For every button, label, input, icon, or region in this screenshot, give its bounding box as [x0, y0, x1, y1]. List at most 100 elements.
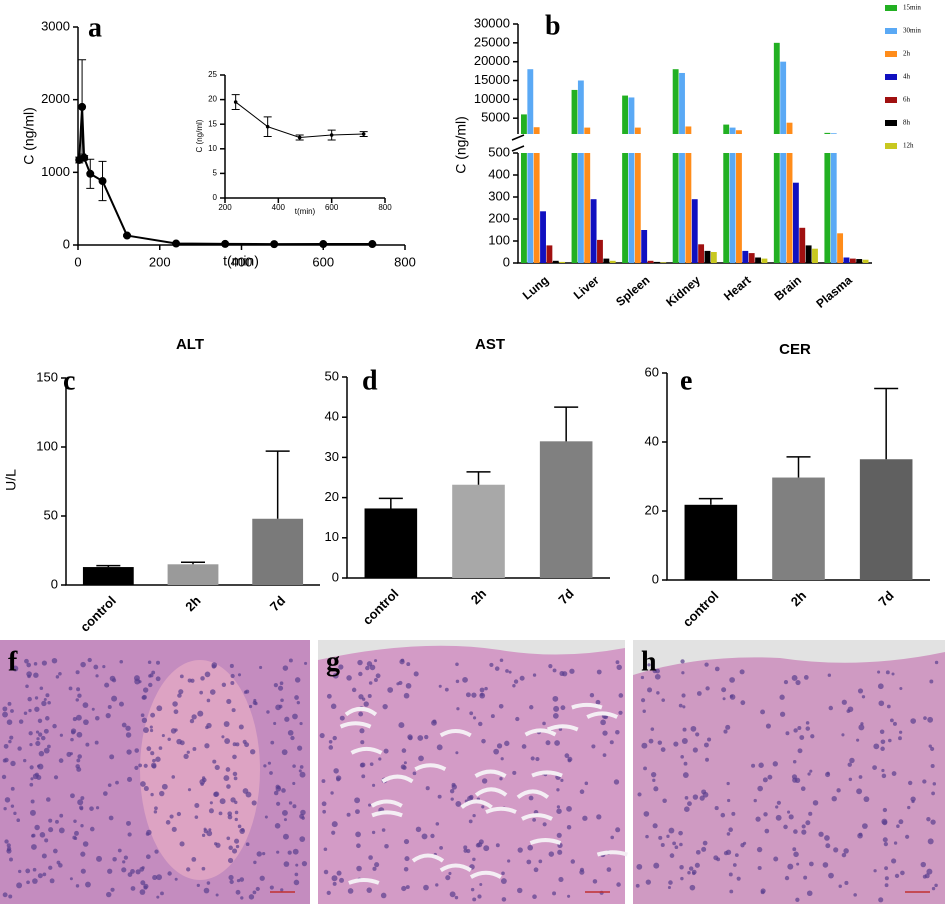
nucleus [413, 671, 419, 677]
nucleus [212, 759, 217, 764]
nucleus [292, 713, 298, 720]
nucleus [595, 699, 601, 705]
lumen [469, 870, 502, 879]
nucleus [437, 794, 442, 799]
nucleus [517, 847, 523, 853]
nucleus [359, 728, 365, 734]
nucleus [548, 664, 553, 669]
nucleus [41, 735, 46, 741]
lumen [344, 706, 378, 717]
nucleus [552, 891, 557, 896]
nucleus [400, 764, 406, 770]
nucleus [822, 862, 829, 868]
nucleus [95, 806, 100, 810]
nucleus [934, 883, 938, 888]
nucleus [269, 771, 273, 775]
nucleus [80, 661, 86, 668]
nucleus [765, 723, 771, 729]
nucleus [701, 846, 707, 852]
nucleus [681, 671, 685, 675]
nucleus [146, 829, 152, 836]
nucleus [856, 738, 860, 742]
nucleus [833, 847, 839, 853]
nucleus [322, 809, 327, 814]
nucleus [680, 755, 684, 759]
nucleus [267, 761, 272, 765]
bar [584, 153, 591, 263]
nucleus [149, 725, 153, 729]
nucleus [383, 748, 389, 754]
nucleus [403, 692, 410, 699]
y-tick-label: 0 [332, 569, 339, 584]
nucleus [214, 764, 220, 771]
nucleus [667, 885, 671, 890]
nucleus [161, 734, 165, 738]
legend-swatch [885, 120, 897, 126]
x-tick-label: Lung [520, 273, 551, 303]
nucleus [660, 843, 665, 848]
nucleus [16, 882, 23, 889]
error-bar [874, 387, 899, 460]
nucleus [245, 689, 250, 694]
nucleus [276, 850, 280, 854]
nucleus [155, 756, 161, 762]
nucleus [330, 703, 337, 710]
y-tick-label: 0 [652, 571, 659, 586]
nucleus [652, 823, 658, 829]
nucleus [401, 748, 407, 753]
nucleus [640, 675, 645, 680]
nucleus [533, 867, 539, 873]
nucleus [211, 664, 217, 669]
nucleus [41, 853, 47, 859]
nucleus [3, 807, 7, 811]
nucleus [439, 845, 443, 850]
panel-letter: a [88, 12, 102, 43]
histology-image [0, 640, 310, 904]
nucleus [931, 791, 935, 796]
legend-swatch [885, 97, 897, 103]
nucleus [825, 772, 831, 778]
nucleus [641, 742, 648, 749]
nucleus [4, 839, 9, 844]
nucleus [803, 875, 808, 880]
nucleus [203, 828, 208, 834]
nucleus [532, 818, 536, 822]
nucleus [643, 811, 650, 817]
nucleus [683, 761, 688, 766]
nucleus [223, 721, 230, 727]
nucleus [381, 828, 386, 832]
error-bar [181, 561, 205, 565]
nucleus [366, 661, 373, 667]
nucleus [331, 821, 338, 828]
nucleus [891, 672, 895, 676]
nucleus [828, 705, 834, 711]
nucleus [481, 778, 488, 784]
nucleus [678, 703, 683, 708]
nucleus [231, 708, 236, 713]
lumen [586, 711, 619, 719]
nucleus [365, 665, 370, 671]
nucleus [515, 716, 520, 722]
error-bar [96, 564, 121, 568]
nucleus [32, 878, 38, 884]
nucleus [155, 660, 161, 665]
bar [590, 199, 597, 263]
nucleus [695, 732, 700, 737]
nucleus [558, 876, 564, 883]
lumen [524, 728, 557, 737]
nucleus [582, 815, 588, 821]
nucleus [922, 779, 927, 784]
nucleus [926, 868, 933, 875]
bar [364, 508, 418, 578]
nucleus [238, 724, 244, 730]
nucleus [793, 829, 798, 834]
nucleus [255, 886, 260, 892]
bar [577, 80, 584, 134]
nucleus [762, 777, 768, 783]
nucleus [229, 879, 234, 885]
nucleus [171, 826, 177, 832]
nucleus [672, 841, 676, 846]
nucleus [449, 788, 455, 794]
nucleus [8, 894, 13, 899]
nucleus [264, 815, 268, 819]
